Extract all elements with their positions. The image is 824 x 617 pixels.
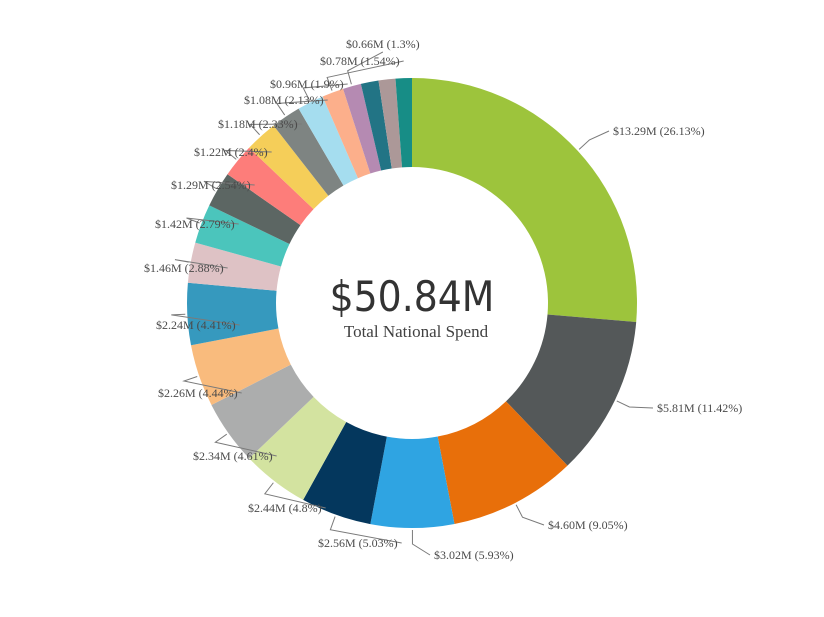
data-label-slice-15: $1.08M (2.13%)	[244, 93, 324, 107]
center-total-value: $50.84M	[330, 272, 495, 321]
leader-line-slice-17	[326, 60, 404, 91]
data-label-slice-13: $1.22M (2.4%)	[194, 145, 268, 159]
data-label-slice-10: $1.46M (2.88%)	[144, 261, 224, 275]
data-label-slice-14: $1.18M (2.33%)	[218, 117, 298, 131]
data-label-slice-16: $0.96M (1.9%)	[270, 77, 344, 91]
data-label-slice-11: $1.42M (2.79%)	[155, 217, 235, 231]
donut-slice-12[interactable]	[209, 174, 301, 245]
leader-line-slice-2	[616, 400, 654, 409]
data-label-slice-18: $0.66M (1.3%)	[346, 37, 420, 51]
leader-line-slice-1	[578, 130, 610, 150]
leader-line-slice-15	[275, 99, 328, 116]
donut-slice-4[interactable]	[370, 436, 455, 529]
leader-line-slice-16	[302, 83, 348, 101]
leader-line-slice-4	[411, 529, 431, 556]
donut-slice-18[interactable]	[343, 83, 382, 174]
data-label-group: $13.29M (26.13%) $5.81M (11.42%) $4.60M (9…	[144, 37, 742, 562]
leader-line-slice-5	[329, 516, 402, 544]
donut-slice-17[interactable]	[322, 88, 371, 179]
leader-line-slice-7	[214, 433, 277, 457]
donut-slice-14[interactable]	[249, 125, 329, 210]
donut-slice-9[interactable]	[187, 282, 279, 346]
center-caption: Total National Spend	[344, 322, 489, 341]
leader-line-slice-3	[515, 504, 545, 526]
data-label-slice-5: $2.56M (5.03%)	[318, 536, 398, 550]
leader-line-slice-18	[347, 51, 384, 85]
donut-slice-2[interactable]	[505, 314, 637, 466]
data-label-slice-4: $3.02M (5.93%)	[434, 548, 514, 562]
leader-line-slice-12	[203, 180, 255, 189]
slice-group	[187, 78, 637, 529]
donut-slice-19[interactable]	[360, 80, 392, 171]
donut-slice-6[interactable]	[249, 396, 347, 500]
data-label-slice-17: $0.78M (1.54%)	[320, 54, 400, 68]
data-label-slice-9: $2.24M (4.41%)	[156, 318, 236, 332]
donut-slice-21[interactable]	[395, 78, 412, 168]
data-label-slice-1: $13.29M (26.13%)	[613, 124, 705, 138]
donut-slice-7[interactable]	[211, 364, 314, 459]
leader-line-slice-11	[186, 217, 239, 225]
donut-slice-8[interactable]	[191, 328, 291, 405]
data-label-slice-2: $5.81M (11.42%)	[657, 401, 742, 415]
donut-slice-20[interactable]	[378, 78, 403, 169]
donut-slice-16[interactable]	[298, 96, 358, 186]
leader-line-slice-8	[182, 376, 242, 394]
leader-line-slice-6	[263, 482, 326, 509]
donut-slice-11[interactable]	[195, 205, 290, 267]
donut-slice-15[interactable]	[273, 108, 344, 196]
data-label-slice-8: $2.26M (4.44%)	[158, 386, 238, 400]
donut-slice-5[interactable]	[303, 422, 387, 525]
data-label-slice-6: $2.44M (4.8%)	[248, 501, 322, 515]
donut-slice-10[interactable]	[187, 242, 281, 291]
donut-slice-13[interactable]	[227, 147, 314, 226]
data-label-slice-7: $2.34M (4.61%)	[193, 449, 273, 463]
leader-line-group	[171, 51, 654, 556]
data-label-slice-12: $1.29M (2.54%)	[171, 178, 251, 192]
leader-line-slice-14	[249, 123, 302, 136]
leader-line-slice-9	[171, 313, 240, 326]
data-label-slice-3: $4.60M (9.05%)	[548, 518, 628, 532]
leader-line-slice-10	[174, 259, 228, 269]
donut-slice-3[interactable]	[437, 401, 568, 524]
donut-slice-1[interactable]	[412, 78, 637, 322]
leader-line-slice-13	[223, 149, 272, 160]
